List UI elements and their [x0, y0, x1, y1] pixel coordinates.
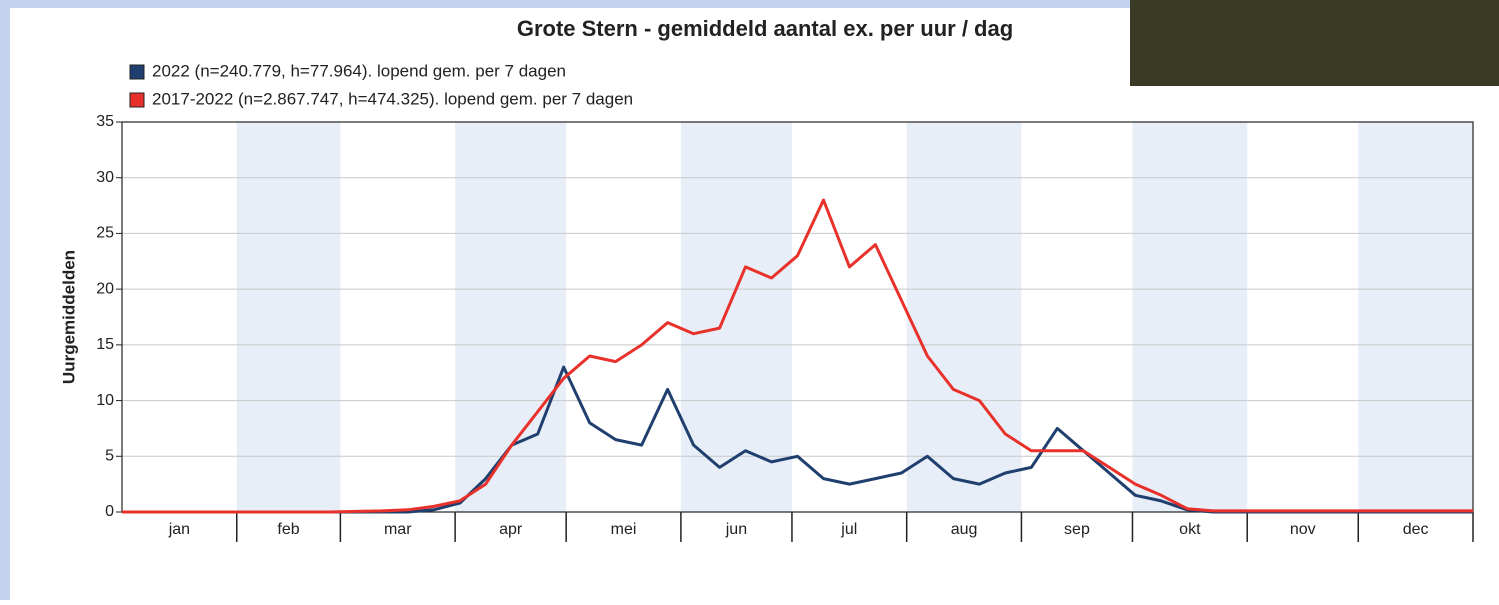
y-tick-label: 15: [96, 336, 114, 353]
y-tick-label: 20: [96, 280, 114, 297]
photo: [1130, 0, 1499, 86]
month-band: [1358, 122, 1473, 512]
x-tick-label: dec: [1403, 521, 1429, 538]
month-band: [680, 122, 792, 512]
series-line: [122, 198, 1473, 514]
legend-label: 2022 (n=240.779, h=77.964). lopend gem. …: [152, 61, 566, 80]
y-tick-label: 25: [96, 225, 114, 242]
x-tick-label: aug: [951, 521, 978, 538]
top-strip: [0, 0, 1499, 8]
left-strip: [0, 0, 10, 600]
y-axis-label: Uurgemiddelden: [59, 250, 78, 384]
x-tick-label: jun: [725, 521, 747, 538]
month-band: [1132, 122, 1248, 512]
x-tick-label: feb: [277, 521, 299, 538]
y-tick-label: 35: [96, 113, 114, 130]
legend-swatch: [129, 64, 145, 80]
y-tick-label: 10: [96, 392, 114, 409]
x-tick-label: apr: [499, 521, 523, 538]
y-tick-label: 0: [105, 503, 114, 520]
plot-frame: [121, 121, 1474, 513]
x-tick-label: mar: [384, 521, 412, 538]
x-tick-label: okt: [1179, 521, 1201, 538]
x-tick-label: sep: [1064, 521, 1090, 538]
x-tick-label: nov: [1290, 521, 1316, 538]
month-band: [906, 122, 1022, 512]
y-tick-label: 30: [96, 169, 114, 186]
chart-title: Grote Stern - gemiddeld aantal ex. per u…: [517, 16, 1013, 41]
month-band: [236, 122, 341, 512]
y-tick-label: 5: [105, 448, 114, 465]
month-band: [455, 122, 567, 512]
legend-swatch: [129, 92, 145, 108]
x-tick-label: mei: [611, 521, 637, 538]
legend-label: 2017-2022 (n=2.867.747, h=474.325). lope…: [152, 89, 633, 108]
x-tick-label: jul: [840, 521, 857, 538]
x-tick-label: jan: [168, 521, 190, 538]
